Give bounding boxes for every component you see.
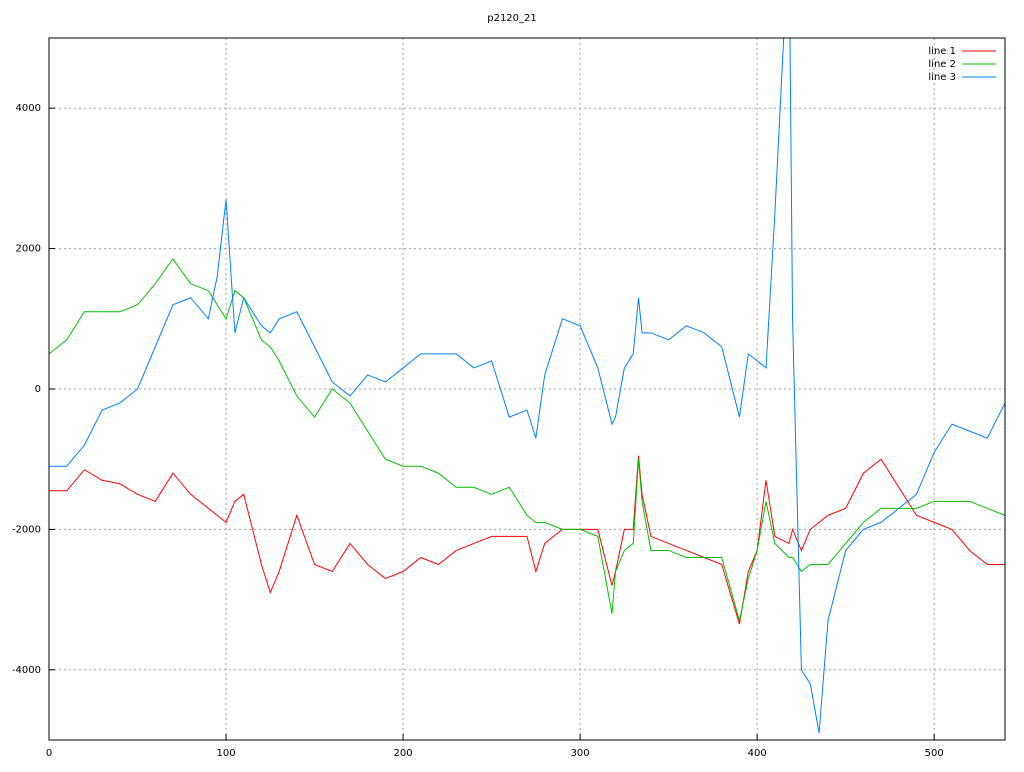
data-line bbox=[49, 258, 1005, 621]
y-tick-label: -4000 bbox=[12, 665, 41, 676]
legend-label: line 2 bbox=[928, 59, 956, 70]
plot-border bbox=[48, 37, 1006, 741]
legend-label: line 3 bbox=[928, 72, 956, 83]
x-tick-label: 0 bbox=[46, 748, 52, 759]
legend: line 1 line 2 line 3 bbox=[928, 46, 996, 83]
plot-area bbox=[49, 38, 1005, 734]
data-line bbox=[49, 38, 1005, 734]
y-tick-label: -2000 bbox=[12, 524, 41, 535]
legend-label: line 1 bbox=[928, 46, 956, 57]
x-tick-label: 500 bbox=[925, 748, 944, 759]
x-tick-label: 300 bbox=[571, 748, 590, 759]
y-tick-label: 0 bbox=[35, 384, 41, 395]
chart-title: p2120_21 bbox=[487, 13, 537, 24]
grid: -4000 -2000 0 2000 4000 0 100 200 300 400 500 bbox=[12, 38, 1005, 759]
x-tick-label: 100 bbox=[216, 748, 235, 759]
x-tick-label: 400 bbox=[748, 748, 767, 759]
y-tick-label: 2000 bbox=[16, 244, 41, 255]
y-tick-label: 4000 bbox=[16, 103, 41, 114]
x-tick-label: 200 bbox=[394, 748, 413, 759]
